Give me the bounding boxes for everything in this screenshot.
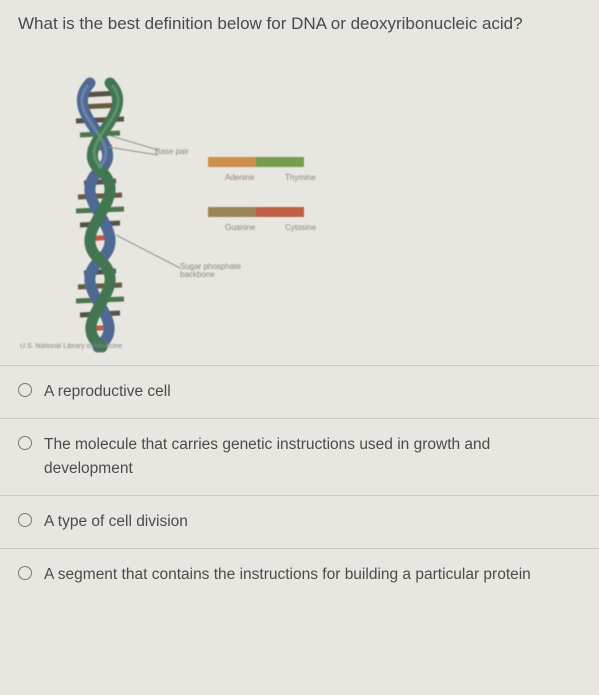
label-guanine: Guanine (225, 223, 255, 232)
label-adenine: Adenine (225, 173, 254, 182)
radio-icon (18, 566, 32, 580)
answer-text: The molecule that carries genetic instru… (44, 433, 581, 481)
question-block: What is the best definition below for DN… (0, 0, 599, 45)
label-base-pair: Base pair (155, 147, 189, 156)
answer-option[interactable]: A type of cell division (0, 495, 599, 548)
radio-icon (18, 513, 32, 527)
dna-diagram: Base pair Adenine Thymine Guanine Cytosi… (0, 45, 599, 365)
radio-icon (18, 383, 32, 397)
question-text: What is the best definition below for DN… (18, 12, 581, 37)
answer-option[interactable]: The molecule that carries genetic instru… (0, 418, 599, 495)
label-credit: U.S. National Library of Medicine (20, 343, 122, 350)
answer-option[interactable]: A segment that contains the instructions… (0, 548, 599, 601)
answer-text: A segment that contains the instructions… (44, 563, 531, 587)
label-thymine: Thymine (285, 173, 316, 182)
answer-option[interactable]: A reproductive cell (0, 365, 599, 418)
radio-icon (18, 436, 32, 450)
label-backbone: Sugar phosphate backbone (180, 263, 241, 281)
answers-list: A reproductive cell The molecule that ca… (0, 365, 599, 601)
label-cytosine: Cytosine (285, 223, 316, 232)
answer-text: A reproductive cell (44, 380, 171, 404)
legend-bars (208, 157, 304, 217)
dna-svg (40, 75, 360, 365)
answer-text: A type of cell division (44, 510, 188, 534)
